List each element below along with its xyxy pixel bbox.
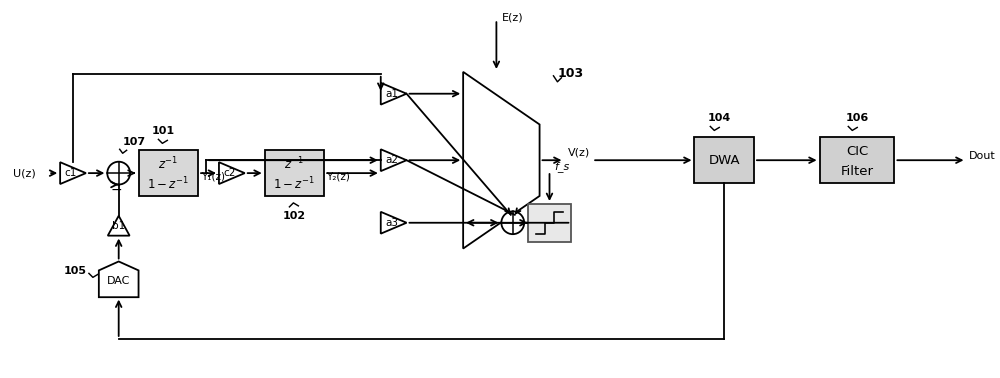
Text: 103: 103 [557, 67, 584, 81]
Text: a3: a3 [385, 218, 398, 228]
Polygon shape [381, 149, 407, 171]
Text: a1: a1 [385, 89, 398, 99]
Text: 107: 107 [123, 137, 146, 147]
Text: Dout: Dout [968, 151, 995, 161]
Text: c2: c2 [224, 168, 236, 178]
Text: −: − [111, 183, 123, 197]
Text: 101: 101 [152, 126, 175, 136]
Polygon shape [219, 162, 245, 184]
Text: CIC: CIC [846, 145, 868, 158]
Text: f_s: f_s [554, 161, 570, 172]
Bar [265, 150, 324, 196]
Text: 106: 106 [846, 113, 869, 124]
Text: E(z): E(z) [502, 12, 524, 22]
Text: b1: b1 [112, 221, 125, 231]
Circle shape [501, 211, 524, 234]
Text: U(z): U(z) [13, 168, 36, 178]
Bar [820, 137, 894, 183]
Polygon shape [108, 216, 130, 235]
Text: Filter: Filter [841, 165, 874, 178]
Polygon shape [99, 262, 139, 297]
Bar [528, 204, 571, 242]
Text: 105: 105 [64, 266, 87, 276]
Text: $z^{-1}$: $z^{-1}$ [158, 156, 178, 172]
Text: a2: a2 [385, 155, 398, 165]
Text: $z^{-1}$: $z^{-1}$ [284, 156, 304, 172]
Bar [694, 137, 754, 183]
Text: DWA: DWA [708, 154, 740, 167]
Polygon shape [463, 72, 540, 249]
Text: DAC: DAC [107, 276, 130, 286]
Polygon shape [381, 83, 407, 105]
Text: Y₂(z): Y₂(z) [326, 171, 350, 181]
Circle shape [107, 162, 130, 184]
Text: Y₁(z): Y₁(z) [201, 171, 225, 181]
Text: $1-z^{-1}$: $1-z^{-1}$ [273, 176, 315, 192]
Text: c1: c1 [65, 168, 77, 178]
Text: 102: 102 [283, 211, 306, 221]
Text: $1-z^{-1}$: $1-z^{-1}$ [147, 176, 189, 192]
Polygon shape [381, 212, 407, 234]
Bar [139, 150, 198, 196]
Text: V(z): V(z) [568, 147, 591, 157]
Text: 104: 104 [708, 113, 731, 124]
Polygon shape [60, 162, 86, 184]
